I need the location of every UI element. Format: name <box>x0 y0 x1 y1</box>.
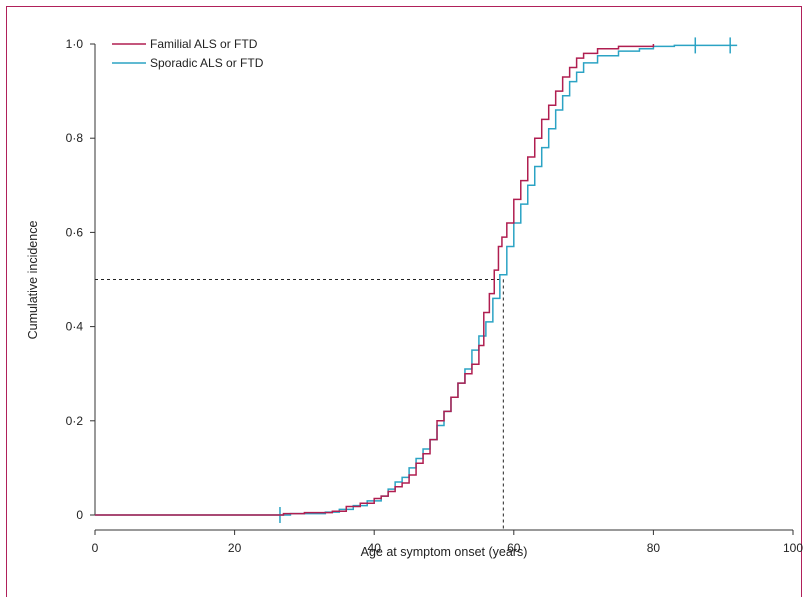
legend-label-familial: Familial ALS or FTD <box>150 37 258 51</box>
series-line-sporadic <box>95 44 738 516</box>
series-line-familial <box>95 44 655 516</box>
x-tick-label: 40 <box>368 541 382 555</box>
y-axis-title: Cumulative incidence <box>26 221 40 340</box>
x-tick-label: 0 <box>92 541 99 555</box>
y-tick-label: 0·2 <box>66 414 84 428</box>
x-axis-title: Age at symptom onset (years) <box>361 545 528 559</box>
x-axis-ticks: 0 20 40 60 80 100 <box>92 530 803 555</box>
figure-frame <box>6 6 802 597</box>
y-tick-label: 0·8 <box>66 131 84 145</box>
x-tick-label: 60 <box>507 541 521 555</box>
y-tick-label: 0·4 <box>66 320 84 334</box>
x-tick-label: 80 <box>647 541 661 555</box>
y-axis-ticks: 0 0·2 0·4 0·6 0·8 1·0 <box>66 37 95 522</box>
y-tick-label: 0 <box>76 508 83 522</box>
y-tick-label: 0·6 <box>66 225 84 239</box>
x-tick-label: 20 <box>228 541 242 555</box>
y-tick-label: 1·0 <box>66 37 84 51</box>
legend-label-sporadic: Sporadic ALS or FTD <box>150 56 264 70</box>
legend: Familial ALS or FTD Sporadic ALS or FTD <box>112 37 264 70</box>
x-tick-label: 100 <box>783 541 803 555</box>
series-layer <box>95 37 738 523</box>
